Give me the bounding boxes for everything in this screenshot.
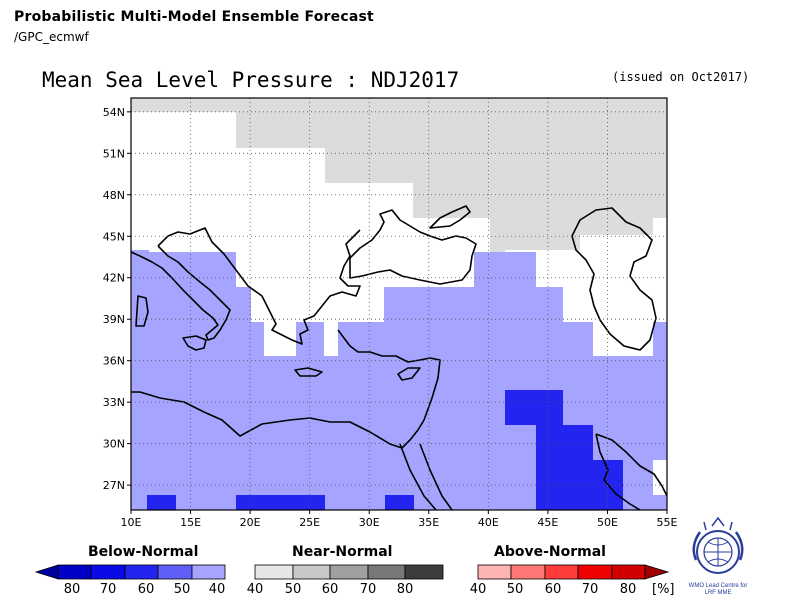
lon-label: 25E <box>299 516 320 529</box>
lon-label: 20E <box>240 516 261 529</box>
legend-near-swatch-70 <box>367 564 406 580</box>
legend-below-tick: 70 <box>100 582 117 597</box>
issued-date: (issued on Oct2017) <box>612 70 750 84</box>
wmo-logo-icon <box>692 516 744 574</box>
below-normal-strong-patch-2 <box>236 495 325 510</box>
legend-near-tick: 80 <box>397 582 414 597</box>
coastline-red-sea-east <box>419 443 453 511</box>
lat-label: 39N <box>103 313 125 326</box>
legend-above-swatch-60 <box>544 564 579 580</box>
coastline-sardinia <box>135 295 149 327</box>
legend: Below-Normal Near-Normal Above-Normal 80… <box>34 544 675 597</box>
lat-label: 30N <box>103 438 125 451</box>
logo-caption: WMO Lead Centre for LRF MME <box>688 583 748 596</box>
near-normal-area-north <box>131 98 667 252</box>
legend-above-swatch-40 <box>477 564 512 580</box>
coastlines <box>130 205 668 511</box>
coastline-balkans <box>157 227 361 345</box>
legend-above-tick: 70 <box>582 582 599 597</box>
legend-above-bar <box>477 564 670 580</box>
legend-below-swatch-50 <box>157 564 193 580</box>
below-normal-strong-shading <box>147 390 623 510</box>
no-signal-areas <box>131 112 667 495</box>
coastline-black-sea <box>349 209 477 285</box>
no-signal-area-east <box>536 235 667 356</box>
lon-label: 45E <box>537 516 558 529</box>
legend-below-ticks: 80 70 60 50 40 <box>64 582 226 597</box>
no-signal-area-southeast <box>653 460 667 495</box>
map-title: Mean Sea Level Pressure : NDJ2017 <box>42 68 460 92</box>
lon-label: 40E <box>478 516 499 529</box>
page-title: Probabilistic Multi-Model Ensemble Forec… <box>14 9 374 25</box>
lat-label: 42N <box>103 272 125 285</box>
no-signal-area-west <box>131 112 490 356</box>
longitude-axis: 10E 15E 20E 25E 30E 35E 40E 45E 50E 55E <box>121 510 678 529</box>
lon-label: 10E <box>121 516 142 529</box>
legend-near-swatch-80 <box>404 564 444 580</box>
lat-label: 48N <box>103 189 125 202</box>
legend-above-arrow <box>644 564 670 580</box>
lat-label: 54N <box>103 106 125 119</box>
legend-near-swatch-60 <box>329 564 369 580</box>
lon-label: 15E <box>180 516 201 529</box>
legend-unit: [%] <box>652 582 675 597</box>
lat-label: 33N <box>103 396 125 409</box>
coastline-azov <box>429 205 471 229</box>
legend-below-tick: 40 <box>209 582 226 597</box>
legend-near-tick: 70 <box>360 582 377 597</box>
coastline-crete <box>294 367 323 377</box>
legend-below-title: Below-Normal <box>88 544 198 560</box>
coastline-turkey-levant <box>131 329 441 449</box>
map-frame <box>130 97 668 511</box>
below-normal-shading <box>131 250 667 510</box>
legend-near-title: Near-Normal <box>292 544 392 560</box>
lon-label: 35E <box>418 516 439 529</box>
legend-below-bar <box>34 564 226 580</box>
below-normal-strong-patch-3 <box>385 495 414 510</box>
coastline-red-sea <box>399 443 437 511</box>
legend-below-tick: 80 <box>64 582 81 597</box>
coastline-cyprus <box>397 367 421 381</box>
legend-above-ticks: 40 50 60 70 80 <box>470 582 637 597</box>
legend-below-tick: 50 <box>174 582 191 597</box>
legend-near-ticks: 40 50 60 70 80 <box>247 582 414 597</box>
lat-label: 51N <box>103 147 125 160</box>
legend-above-tick: 80 <box>620 582 637 597</box>
coastline-persian-gulf <box>595 433 668 511</box>
legend-near-swatch-50 <box>292 564 331 580</box>
below-normal-strong-east <box>505 390 623 510</box>
coastline-caspian <box>571 207 657 351</box>
coastline-sicily <box>182 335 207 351</box>
legend-below-swatch-60 <box>124 564 159 580</box>
legend-above-swatch-70 <box>577 564 613 580</box>
lat-label: 45N <box>103 230 125 243</box>
legend-above-swatch-50 <box>510 564 546 580</box>
near-normal-shading <box>131 98 667 252</box>
legend-near-tick: 40 <box>247 582 264 597</box>
legend-near-tick: 50 <box>285 582 302 597</box>
lon-label: 50E <box>597 516 618 529</box>
legend-below-tick: 60 <box>138 582 155 597</box>
latitude-axis: 54N 51N 48N 45N 42N 39N 36N 33N 30N 27N <box>103 106 131 492</box>
legend-below-swatch-80 <box>57 564 92 580</box>
legend-near-swatch-40 <box>254 564 294 580</box>
legend-above-tick: 60 <box>545 582 562 597</box>
legend-near-tick: 60 <box>322 582 339 597</box>
below-normal-strong-patch-1 <box>147 495 176 510</box>
legend-below-swatch-40 <box>191 564 226 580</box>
lat-label: 36N <box>103 355 125 368</box>
lon-label: 30E <box>359 516 380 529</box>
legend-above-title: Above-Normal <box>494 544 606 560</box>
legend-near-bar <box>254 564 444 580</box>
legend-above-tick: 40 <box>470 582 487 597</box>
lat-label: 27N <box>103 479 125 492</box>
below-normal-area-main <box>131 250 667 510</box>
legend-above-tick: 50 <box>507 582 524 597</box>
legend-below-arrow <box>34 564 59 580</box>
lon-label: 55E <box>657 516 678 529</box>
legend-below-swatch-70 <box>90 564 126 580</box>
legend-above-swatch-80 <box>611 564 646 580</box>
page-subtitle: /GPC_ecmwf <box>14 30 89 44</box>
